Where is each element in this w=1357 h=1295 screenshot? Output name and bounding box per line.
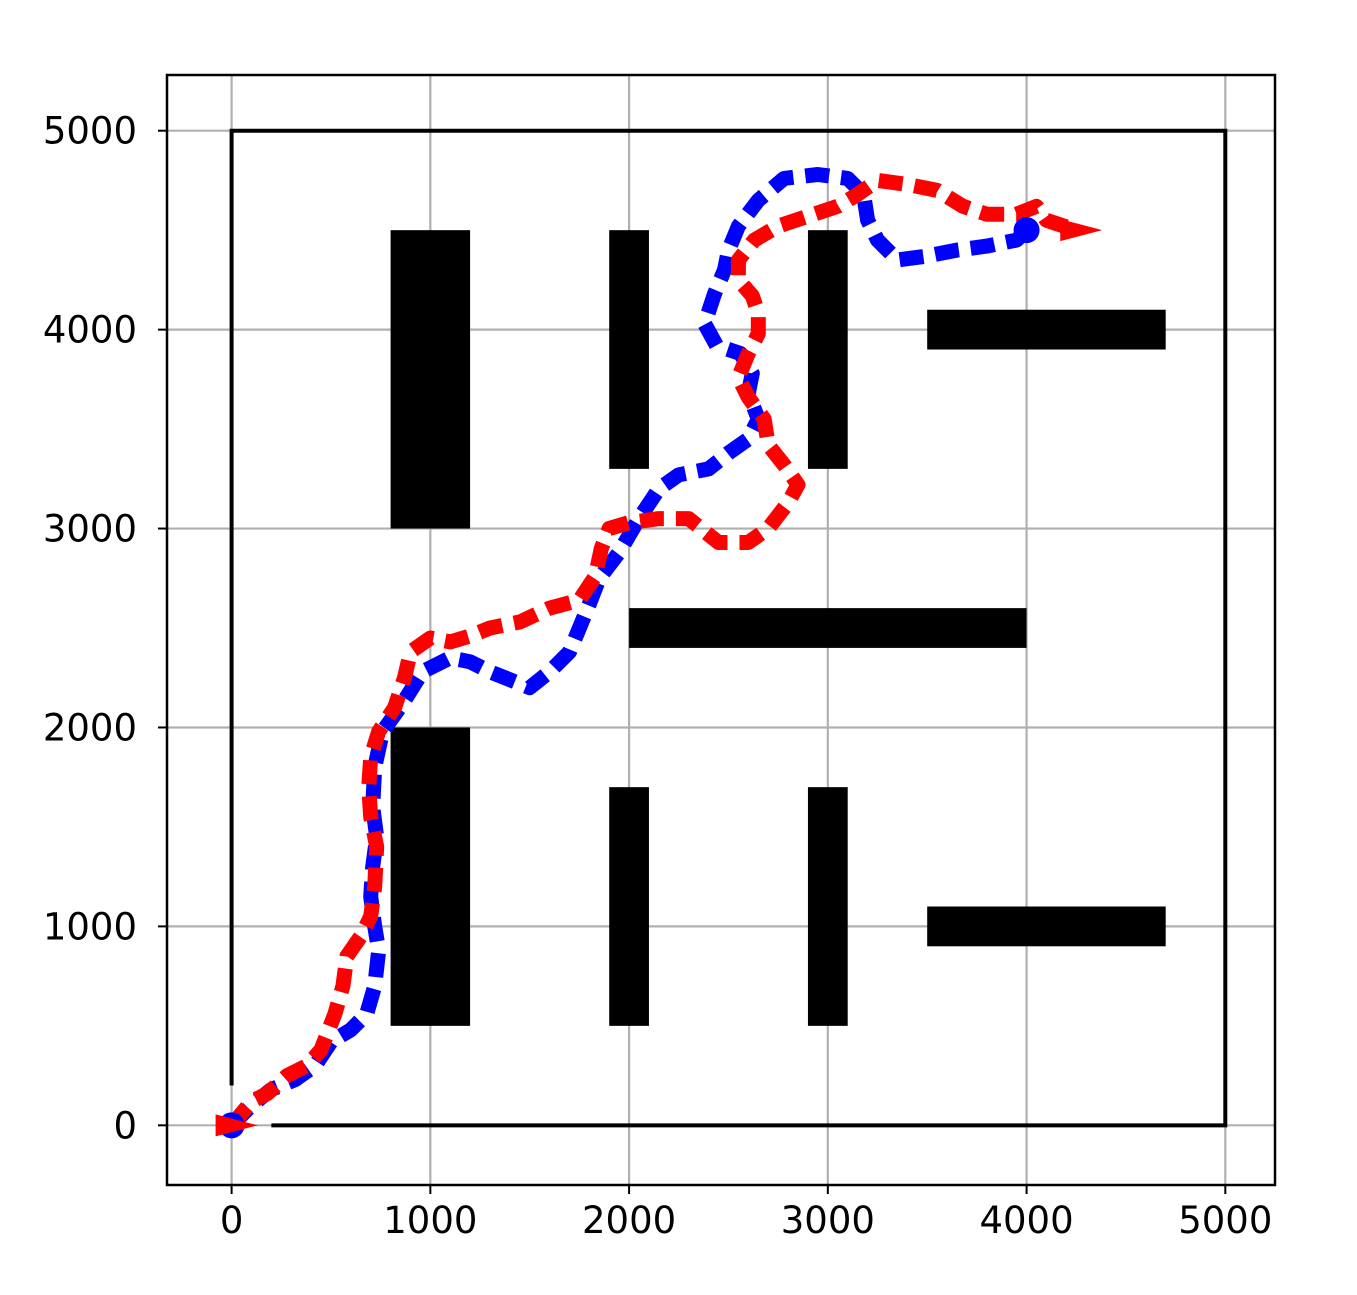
y-tick-label: 0 — [113, 1104, 137, 1147]
plot-frame — [165, 73, 1277, 1187]
obstacle — [609, 787, 649, 1026]
y-tick-label: 1000 — [43, 905, 137, 948]
arena-boundary — [229, 128, 1228, 1128]
series-line-1 — [226, 167, 1032, 1131]
y-tick-label: 3000 — [43, 508, 137, 551]
boundary-wall — [229, 128, 1228, 1128]
trajectory-markers — [215, 217, 1103, 1139]
obstacle — [807, 230, 848, 469]
obstacle — [390, 727, 471, 1026]
series-line-2 — [225, 172, 1079, 1131]
y-tick-label: 5000 — [43, 110, 137, 153]
series-2-end-marker — [1060, 219, 1103, 242]
x-tick-label: 0 — [220, 1199, 244, 1242]
obstacle — [390, 230, 471, 529]
x-tick-label: 1000 — [383, 1199, 477, 1242]
series-2-start-marker — [215, 1114, 258, 1137]
obstacle — [807, 787, 848, 1026]
trajectory-series — [225, 167, 1079, 1131]
obstacle — [927, 906, 1166, 947]
obstacle — [629, 608, 1027, 648]
x-tick-label: 5000 — [1178, 1199, 1272, 1242]
obstacle — [927, 309, 1166, 350]
series-1-end-marker — [1013, 217, 1040, 244]
obstacle — [609, 230, 649, 469]
obstacles — [390, 230, 1166, 1026]
y-tick-label: 2000 — [43, 706, 137, 749]
x-tick-label: 4000 — [979, 1199, 1073, 1242]
axis-ticks: 0 1000 2000 3000 4000 5000 0 1000 2000 3000 4000 50… — [43, 110, 1273, 1242]
x-tick-label: 2000 — [582, 1199, 676, 1242]
x-tick-label: 3000 — [781, 1199, 875, 1242]
y-tick-label: 4000 — [43, 309, 137, 352]
